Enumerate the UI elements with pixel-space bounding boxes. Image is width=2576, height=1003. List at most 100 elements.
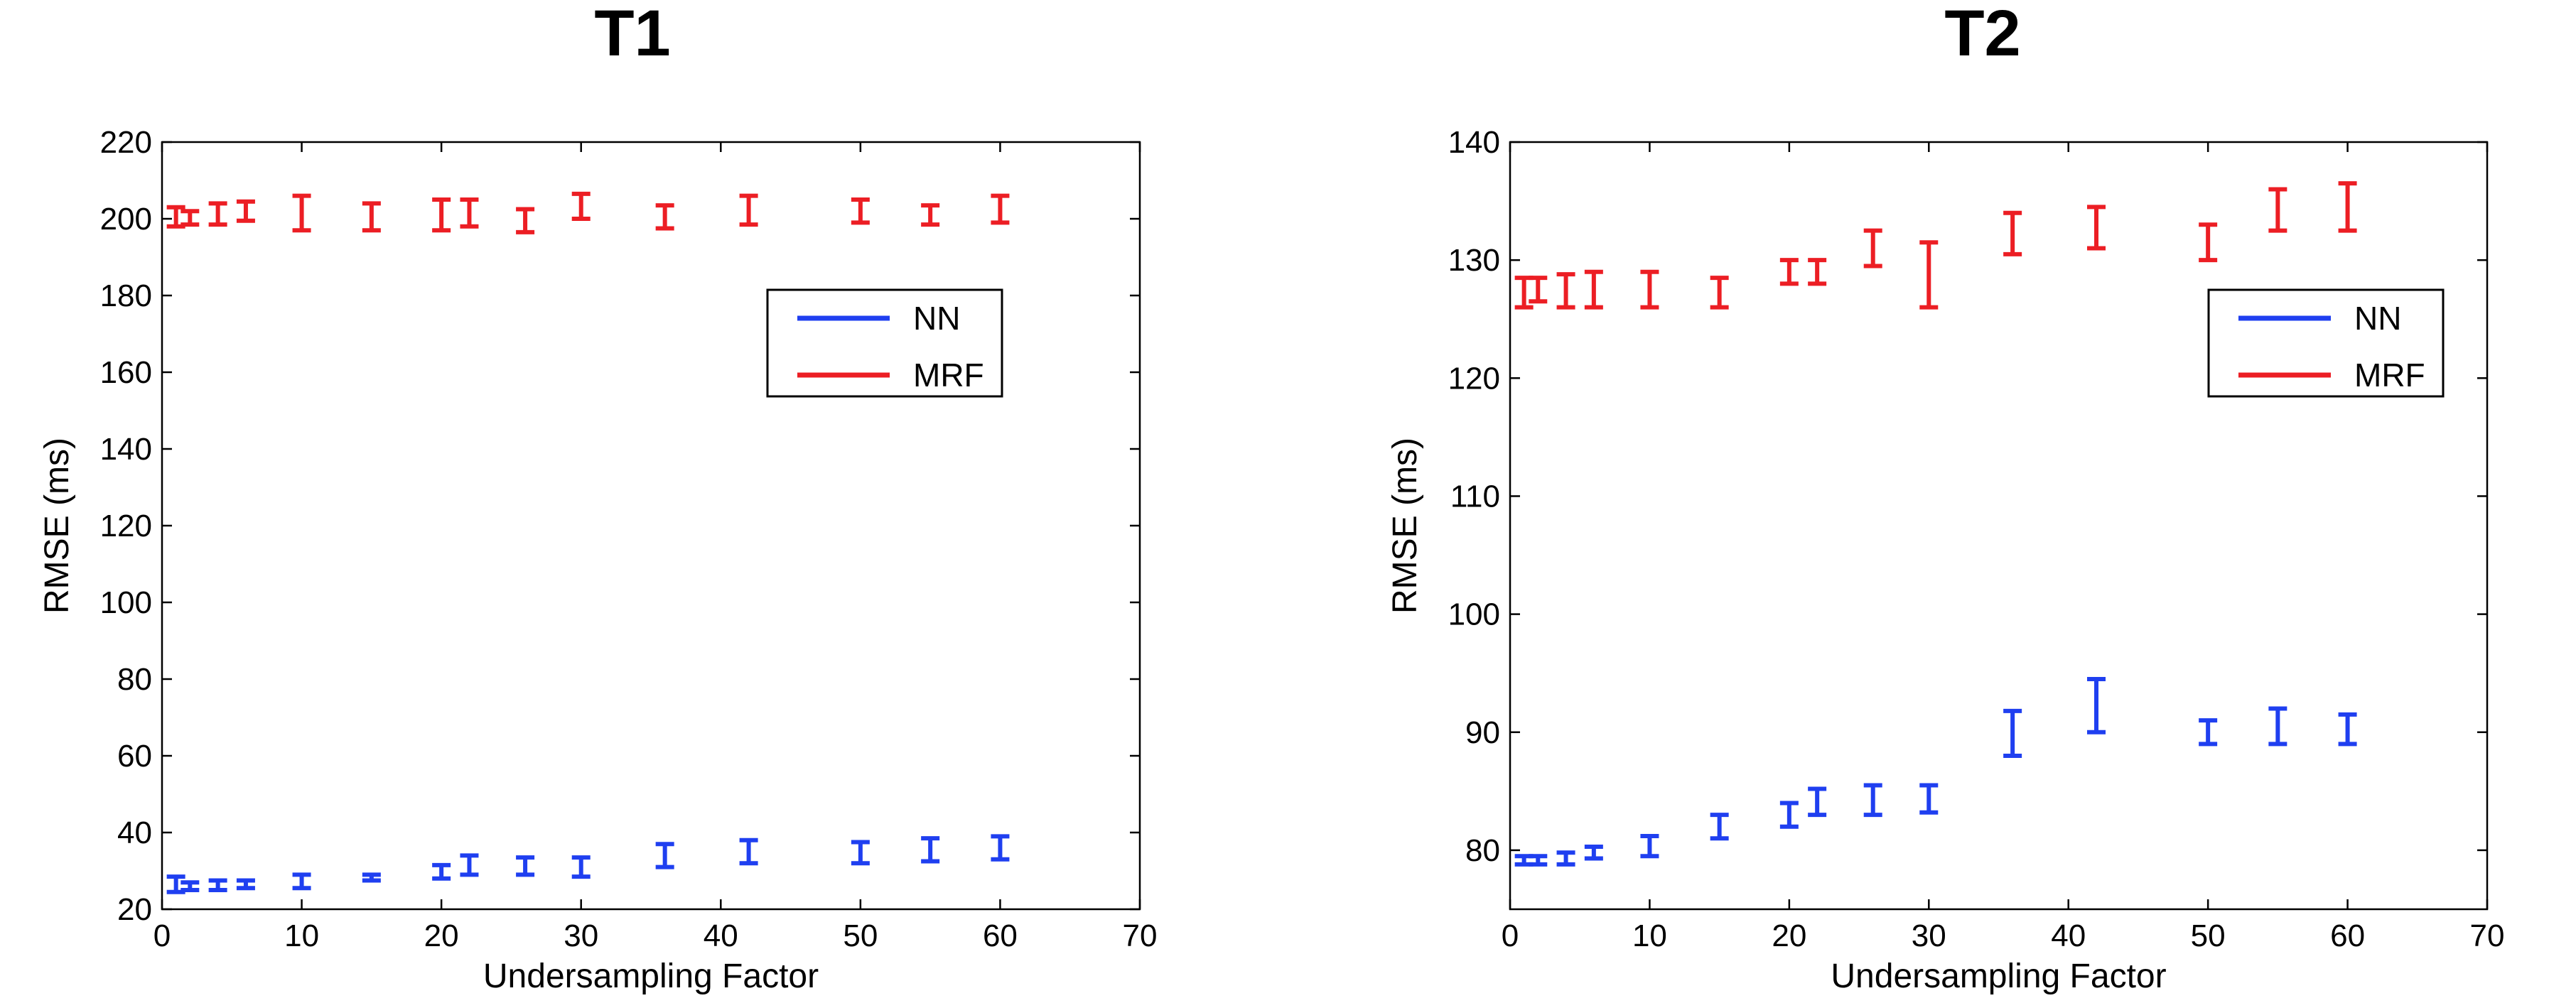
legend-label-mrf: MRF — [913, 357, 984, 394]
y-tick-label: 90 — [1465, 715, 1500, 750]
error-bar — [1710, 813, 1729, 841]
x-tick-label: 20 — [1772, 918, 1806, 953]
x-tick-label: 40 — [2051, 918, 2086, 953]
series-nn — [1514, 677, 2357, 867]
error-bar — [571, 855, 591, 879]
x-tick-label: 20 — [424, 918, 459, 953]
chart-title: T2 — [1944, 0, 2020, 70]
error-bar — [432, 862, 451, 881]
error-bar — [1919, 783, 1939, 815]
error-bar — [1863, 783, 1882, 818]
y-tick-label: 120 — [100, 509, 152, 543]
error-bar — [991, 834, 1010, 862]
y-tick-label: 120 — [1448, 361, 1500, 396]
error-bar — [851, 840, 870, 866]
y-tick-label: 160 — [100, 355, 152, 390]
x-tick-label: 10 — [284, 918, 319, 953]
x-tick-label: 70 — [1123, 918, 1158, 953]
chart-panel-2: T2 0 10 20 30 40 50 60 70 80 90 100 110 120 130 140 Unde… — [1386, 0, 2504, 995]
error-bar — [2268, 187, 2287, 233]
error-bar — [362, 872, 381, 883]
series-mrf — [166, 191, 1010, 234]
error-bar — [236, 199, 255, 223]
error-bar — [180, 880, 200, 892]
error-bar — [655, 203, 674, 231]
y-tick-label: 140 — [1448, 125, 1500, 160]
error-bar — [1556, 850, 1575, 867]
y-tick-label: 110 — [1450, 479, 1500, 514]
error-bar — [2199, 222, 2218, 263]
x-tick-label: 30 — [1912, 918, 1946, 953]
error-bar — [655, 842, 674, 869]
error-bar — [208, 201, 227, 227]
legend: NN MRF — [2207, 288, 2445, 398]
x-axis-label: Undersampling Factor — [483, 958, 819, 995]
legend-label-mrf: MRF — [2354, 357, 2425, 394]
y-tick-label: 180 — [100, 278, 152, 313]
legend: NN MRF — [766, 288, 1003, 398]
y-tick-label: 130 — [1448, 243, 1500, 278]
error-bar — [208, 878, 227, 892]
error-bar — [180, 209, 200, 227]
error-bar — [362, 201, 381, 233]
error-bar — [1529, 854, 1548, 867]
error-bar — [1584, 269, 1603, 310]
error-bar — [236, 878, 255, 891]
error-bar — [2087, 205, 2106, 251]
error-bar — [921, 203, 940, 227]
series-mrf — [1514, 181, 2357, 310]
error-bar — [571, 191, 591, 221]
error-bar — [1779, 258, 1799, 286]
error-bar — [2338, 712, 2357, 747]
x-tick-label: 40 — [704, 918, 738, 953]
y-tick-label: 20 — [117, 892, 152, 927]
chart-title: T1 — [594, 0, 670, 70]
y-tick-label: 140 — [100, 432, 152, 467]
x-tick-label: 60 — [2330, 918, 2365, 953]
error-bar — [2003, 708, 2022, 758]
error-bar — [1556, 272, 1575, 310]
error-bar — [1710, 276, 1729, 310]
plot-frame — [1509, 141, 2489, 911]
error-bar — [739, 193, 758, 227]
legend-label-nn: NN — [913, 300, 960, 337]
x-axis-label: Undersampling Factor — [1831, 958, 2166, 995]
legend-label-nn: NN — [2354, 300, 2401, 337]
x-tick-label: 0 — [153, 918, 171, 953]
error-bar — [292, 193, 311, 233]
plot-frame — [161, 141, 1141, 911]
y-tick-label: 220 — [100, 125, 152, 160]
error-bar — [292, 872, 311, 891]
error-bar — [1779, 801, 1799, 829]
error-bar — [1529, 276, 1548, 304]
y-axis-label: RMSE (ms) — [1386, 438, 1424, 614]
error-bar — [1808, 258, 1827, 286]
legend-box — [2207, 288, 2445, 398]
x-tick-label: 50 — [843, 918, 878, 953]
error-bar — [2003, 210, 2022, 256]
error-bar — [1919, 240, 1939, 310]
error-bar — [1584, 844, 1603, 861]
error-bar — [432, 197, 451, 233]
error-bar — [460, 197, 479, 229]
x-tick-label: 60 — [983, 918, 1018, 953]
x-tick-label: 30 — [564, 918, 598, 953]
error-bar — [1863, 228, 1882, 269]
y-tick-label: 80 — [117, 662, 152, 697]
x-tick-label: 0 — [1502, 918, 1519, 953]
error-bar — [739, 837, 758, 866]
error-bar — [2199, 718, 2218, 747]
y-tick-label: 60 — [117, 739, 152, 774]
error-bar — [516, 207, 535, 234]
error-bar — [1640, 269, 1659, 310]
error-bar — [851, 197, 870, 225]
y-tick-label: 200 — [100, 202, 152, 237]
x-tick-label: 50 — [2191, 918, 2226, 953]
error-bar — [516, 855, 535, 877]
error-bar — [2338, 181, 2357, 233]
y-axis-label: RMSE (ms) — [38, 438, 76, 614]
error-bar — [1808, 786, 1827, 818]
chart-panel-1: T1 0 10 20 30 40 50 60 70 20 40 60 80 100 120 140 160 180… — [38, 0, 1157, 995]
series-nn — [166, 834, 1010, 894]
